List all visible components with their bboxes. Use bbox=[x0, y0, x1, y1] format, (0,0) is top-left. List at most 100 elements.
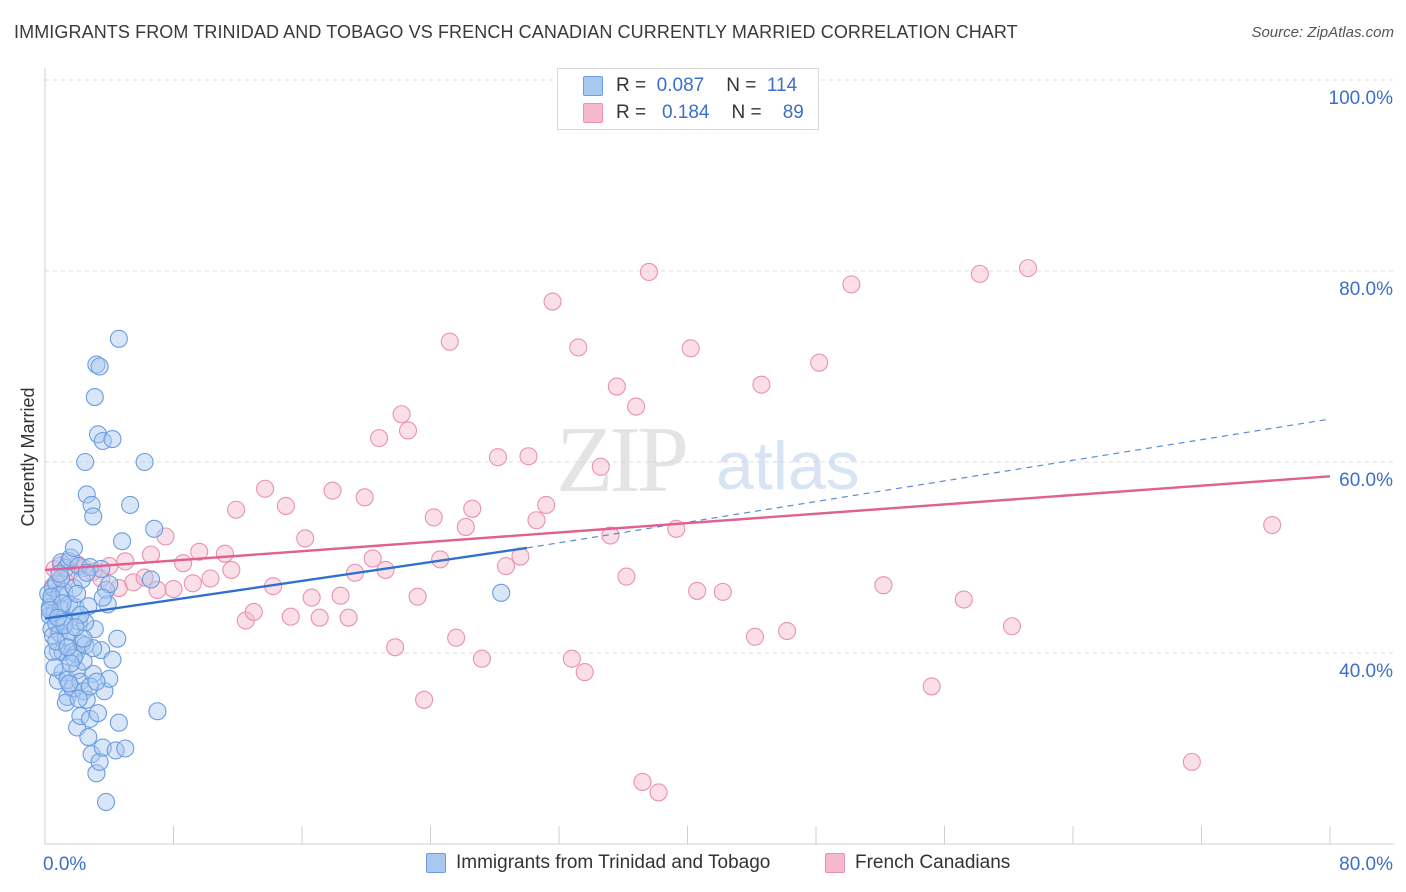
point-french-canadians bbox=[415, 690, 434, 709]
trend-line-blue-extension bbox=[526, 418, 1331, 549]
point-trinidad-tobago bbox=[48, 671, 67, 690]
trend-line-pink bbox=[44, 475, 1331, 572]
stats-swatch-blue bbox=[583, 76, 603, 96]
point-french-canadians bbox=[842, 275, 861, 294]
point-french-canadians bbox=[392, 405, 411, 424]
point-french-canadians bbox=[440, 332, 459, 351]
point-french-canadians bbox=[617, 567, 636, 586]
point-trinidad-tobago bbox=[85, 388, 104, 407]
point-french-canadians bbox=[1182, 752, 1201, 771]
point-french-canadians bbox=[424, 508, 443, 527]
point-french-canadians bbox=[562, 649, 581, 668]
point-french-canadians bbox=[215, 544, 234, 563]
point-french-canadians bbox=[649, 783, 668, 802]
point-trinidad-tobago bbox=[43, 642, 63, 662]
gridlines bbox=[45, 79, 1394, 654]
axes bbox=[44, 68, 1394, 845]
point-french-canadians bbox=[569, 338, 588, 357]
point-french-canadians bbox=[633, 772, 652, 791]
point-french-canadians bbox=[1018, 259, 1038, 278]
point-french-canadians bbox=[256, 479, 275, 498]
point-french-canadians bbox=[639, 262, 659, 282]
point-trinidad-tobago bbox=[84, 639, 103, 658]
point-trinidad-tobago bbox=[113, 532, 132, 551]
point-trinidad-tobago bbox=[109, 329, 128, 348]
point-trinidad-tobago bbox=[69, 689, 88, 708]
n-label: N = bbox=[726, 75, 757, 96]
point-trinidad-tobago bbox=[148, 702, 167, 721]
point-trinidad-tobago bbox=[84, 507, 103, 526]
trend-lines bbox=[44, 418, 1331, 620]
point-french-canadians bbox=[1002, 617, 1022, 636]
point-trinidad-tobago bbox=[96, 792, 116, 812]
x-tick-label: 0.0% bbox=[43, 854, 86, 875]
point-french-canadians bbox=[543, 292, 562, 311]
point-trinidad-tobago bbox=[77, 563, 96, 582]
point-french-canadians bbox=[591, 457, 610, 476]
stats-row-blue: R = 0.087 N = 114 bbox=[616, 73, 797, 99]
point-trinidad-tobago bbox=[145, 519, 164, 538]
point-french-canadians bbox=[164, 579, 183, 599]
legend-label: Immigrants from Trinidad and Tobago bbox=[456, 852, 771, 873]
point-french-canadians bbox=[627, 397, 646, 416]
point-trinidad-tobago bbox=[492, 583, 511, 602]
point-trinidad-tobago bbox=[42, 587, 61, 606]
point-trinidad-tobago bbox=[82, 495, 101, 515]
point-trinidad-tobago bbox=[141, 570, 161, 589]
point-trinidad-tobago bbox=[93, 588, 112, 607]
point-french-canadians bbox=[954, 590, 973, 609]
point-french-canadians bbox=[227, 500, 246, 519]
point-french-canadians bbox=[183, 574, 202, 593]
point-trinidad-tobago bbox=[87, 764, 106, 783]
legend-swatch-blue bbox=[426, 853, 446, 873]
point-french-canadians bbox=[281, 607, 300, 626]
r-label: R = bbox=[616, 102, 647, 123]
stats-legend: R = 0.087 N = 114 R = 0.184 N = 89 bbox=[557, 68, 819, 130]
trend-line-blue bbox=[44, 546, 528, 620]
point-french-canadians bbox=[745, 627, 765, 646]
r-label: R = bbox=[616, 75, 647, 96]
point-french-canadians bbox=[148, 580, 167, 600]
point-trinidad-tobago bbox=[45, 658, 64, 677]
n-label: N = bbox=[731, 102, 762, 123]
point-trinidad-tobago bbox=[61, 654, 80, 673]
y-tick-label: 100.0% bbox=[1329, 88, 1394, 109]
point-french-canadians bbox=[276, 496, 295, 515]
legend-swatch-pink bbox=[825, 853, 845, 873]
point-french-canadians bbox=[463, 499, 482, 518]
watermark: ZIP atlas bbox=[556, 408, 860, 512]
point-french-canadians bbox=[190, 542, 209, 561]
point-trinidad-tobago bbox=[76, 452, 95, 472]
point-french-canadians bbox=[488, 448, 508, 467]
point-french-canadians bbox=[970, 264, 989, 283]
point-french-canadians bbox=[874, 576, 893, 595]
point-french-canadians bbox=[222, 560, 241, 579]
y-tick-label: 60.0% bbox=[1339, 470, 1393, 491]
point-french-canadians bbox=[681, 339, 700, 358]
point-french-canadians bbox=[124, 573, 143, 592]
point-trinidad-tobago bbox=[87, 672, 106, 691]
point-french-canadians bbox=[201, 569, 220, 588]
point-french-canadians bbox=[135, 568, 154, 587]
y-tick-label: 80.0% bbox=[1339, 279, 1393, 300]
point-trinidad-tobago bbox=[77, 485, 96, 504]
point-french-canadians bbox=[296, 529, 315, 548]
point-french-canadians bbox=[302, 588, 321, 607]
stats-row-pink: R = 0.184 N = 89 bbox=[616, 100, 804, 126]
point-french-canadians bbox=[370, 429, 389, 448]
point-french-canadians bbox=[116, 552, 135, 571]
point-french-canadians bbox=[331, 586, 350, 605]
point-french-canadians bbox=[922, 677, 941, 696]
point-french-canadians bbox=[339, 608, 358, 627]
r-value: 0.184 bbox=[661, 102, 710, 123]
n-value: 114 bbox=[766, 75, 798, 96]
point-french-canadians bbox=[174, 554, 193, 573]
point-french-canadians bbox=[601, 526, 620, 545]
point-trinidad-tobago bbox=[47, 632, 66, 651]
point-trinidad-tobago bbox=[88, 704, 108, 723]
point-trinidad-tobago bbox=[108, 629, 127, 648]
point-trinidad-tobago bbox=[90, 752, 109, 771]
point-trinidad-tobago bbox=[64, 538, 83, 558]
y-tick-label: 40.0% bbox=[1339, 661, 1393, 682]
